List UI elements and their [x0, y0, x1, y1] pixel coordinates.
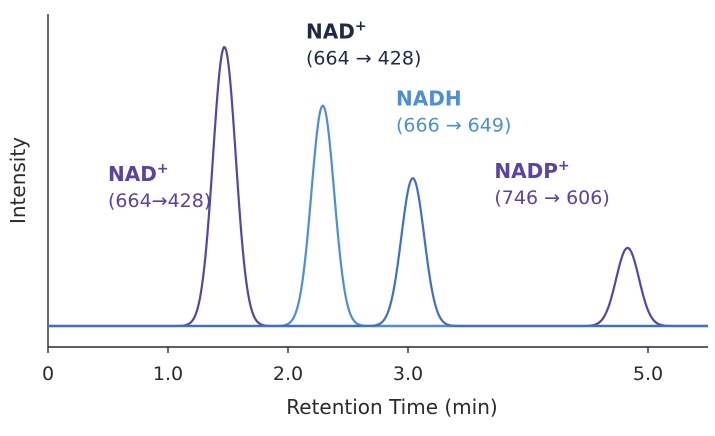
peak-annotation: NAD+ (664→428) — [108, 161, 211, 212]
annotation-compound: NAD+ — [306, 19, 367, 44]
peak-annotation: NADP+ (746 → 606) — [494, 158, 609, 209]
annotation-compound: NADH — [396, 87, 462, 111]
x-tick-label: 1.0 — [153, 363, 183, 385]
annotation-transition: (664 → 428) — [306, 48, 421, 70]
x-tick-label: 5.0 — [633, 363, 663, 385]
annotation-transition: (666 → 649) — [396, 115, 511, 137]
annotation-transition: (664→428) — [108, 190, 211, 212]
axes: 0 1.0 2.0 3.0 5.0 — [42, 14, 708, 385]
peak-annotation: NAD+ (664 → 428) — [306, 19, 421, 70]
series-line — [48, 104, 708, 328]
x-axis-label: Retention Time (min) — [286, 395, 497, 419]
y-axis-label: Intensity — [6, 137, 30, 224]
traces — [48, 46, 708, 328]
x-tick-label: 3.0 — [393, 363, 423, 385]
peak-annotations: NAD+ (664→428) NAD+ (664 → 428) NADH (666 → 6… — [108, 19, 610, 212]
x-tick-label: 2.0 — [273, 363, 303, 385]
peak-annotation: NADH (666 → 649) — [396, 87, 511, 137]
annotation-transition: (746 → 606) — [494, 187, 609, 209]
x-tick-label: 0 — [42, 363, 54, 385]
annotation-compound: NAD+ — [108, 161, 169, 186]
series-line — [48, 177, 708, 328]
annotation-compound: NADP+ — [494, 158, 569, 183]
